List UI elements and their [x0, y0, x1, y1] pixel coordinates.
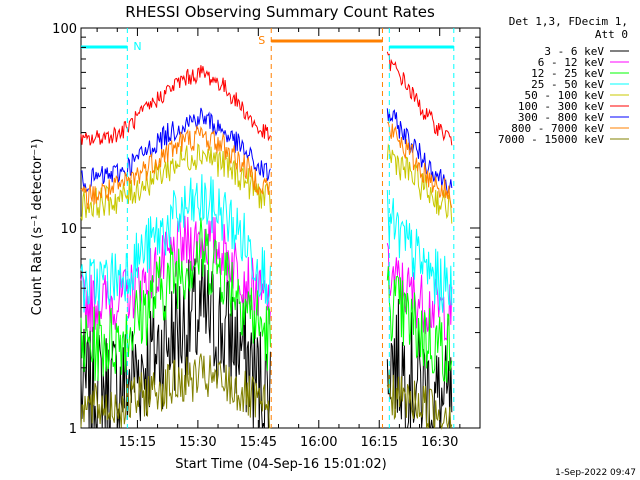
series-line-2 [386, 242, 453, 342]
series-line-8 [386, 121, 453, 208]
series-line-4 [80, 174, 271, 313]
series-line-1 [386, 298, 453, 429]
series-line-6 [80, 65, 271, 146]
y-axis-label: Count Rate (s⁻¹ detector⁻¹) [30, 139, 45, 316]
legend-entry-label: 25 - 50 keV [531, 78, 604, 91]
series-line-6 [386, 51, 453, 146]
x-tick-label: 16:30 [421, 435, 458, 450]
night-marker-label: N [133, 40, 141, 53]
x-tick-label: 15:30 [179, 435, 216, 450]
legend-entry-label: 7000 - 15000 keV [498, 133, 604, 146]
legend-entry-label: 6 - 12 keV [538, 56, 605, 69]
y-tick-label: 1 [69, 422, 77, 437]
legend-entry-label: 300 - 800 keV [518, 111, 604, 124]
saa-marker-label: S [258, 34, 265, 47]
x-tick-label: 15:15 [119, 435, 156, 450]
series-line-3 [386, 266, 453, 383]
series-line-7 [80, 107, 271, 193]
x-tick-label: 16:15 [361, 435, 398, 450]
timestamp-label: 1-Sep-2022 09:47 [555, 468, 636, 478]
x-tick-label: 15:45 [240, 435, 277, 450]
series-line-7 [386, 108, 453, 195]
legend-entry-label: 12 - 25 keV [531, 67, 604, 80]
legend-entry-label: 800 - 7000 keV [511, 122, 604, 135]
legend-header-line-2: Att 0 [595, 28, 628, 41]
series-line-3 [80, 217, 271, 382]
series-line-4 [386, 189, 453, 313]
x-tick-label: 16:00 [300, 435, 337, 450]
legend-entry-label: 3 - 6 keV [544, 45, 604, 58]
legend-entry-label: 50 - 100 keV [525, 89, 605, 102]
series-line-8 [80, 124, 271, 210]
legend-header-line-1: Det 1,3, FDecim 1, [509, 15, 628, 28]
chart-title: RHESSI Observing Summary Count Rates [125, 3, 435, 21]
series-line-5 [386, 143, 453, 224]
series-line-9 [80, 353, 271, 429]
legend-entry-label: 100 - 300 keV [518, 100, 604, 113]
y-tick-label: 100 [52, 22, 77, 37]
series-line-5 [80, 143, 271, 221]
y-tick-label: 10 [60, 222, 77, 237]
series-line-9 [386, 369, 453, 430]
x-axis-label: Start Time (04-Sep-16 15:01:02) [175, 457, 386, 472]
